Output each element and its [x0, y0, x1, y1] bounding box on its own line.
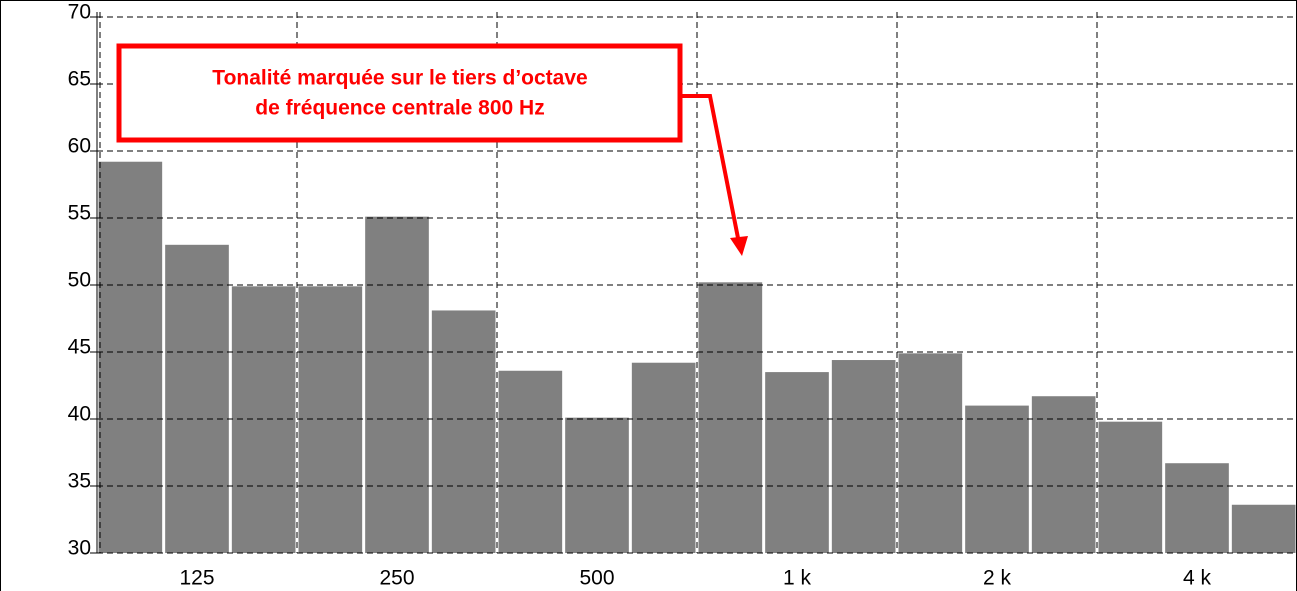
annotation-arrow [682, 94, 740, 239]
annotation-box [116, 43, 683, 143]
x-tick-label: 1 k [783, 567, 812, 590]
bar [298, 286, 363, 553]
bar [1165, 463, 1229, 553]
bar [498, 370, 563, 553]
bar [1231, 504, 1296, 553]
bar [165, 244, 229, 554]
bar [1098, 421, 1163, 553]
y-tick-label: 65 [68, 68, 91, 91]
bar [365, 216, 429, 553]
bar [765, 372, 829, 553]
bar [431, 310, 496, 553]
annotation-text: Tonalité marquée sur le tiers d’octave [212, 67, 587, 90]
y-tick-label: 45 [68, 336, 91, 359]
bar [831, 360, 896, 553]
y-tick-label: 55 [68, 202, 91, 225]
y-tick-label: 60 [68, 135, 91, 158]
bar [965, 405, 1029, 553]
bar [898, 353, 963, 553]
y-tick-label: 30 [68, 537, 91, 560]
annotation-text: de fréquence centrale 800 Hz [255, 97, 544, 120]
x-tick-label: 4 k [1183, 567, 1212, 590]
annotation-arrowhead [730, 236, 748, 256]
x-tick-label: 500 [579, 567, 614, 590]
bar [631, 362, 696, 553]
y-tick-label: 50 [68, 269, 91, 292]
x-tick-label: 250 [379, 567, 414, 590]
x-tick-label: 125 [179, 567, 214, 590]
bar [1031, 396, 1096, 553]
y-tick-label: 35 [68, 470, 91, 493]
x-tick-label: 2 k [983, 567, 1012, 590]
bar [231, 286, 296, 553]
y-tick-label: 70 [68, 1, 91, 24]
bar [698, 282, 763, 553]
bar [565, 417, 629, 553]
bar [98, 161, 163, 553]
y-tick-label: 40 [68, 403, 91, 426]
